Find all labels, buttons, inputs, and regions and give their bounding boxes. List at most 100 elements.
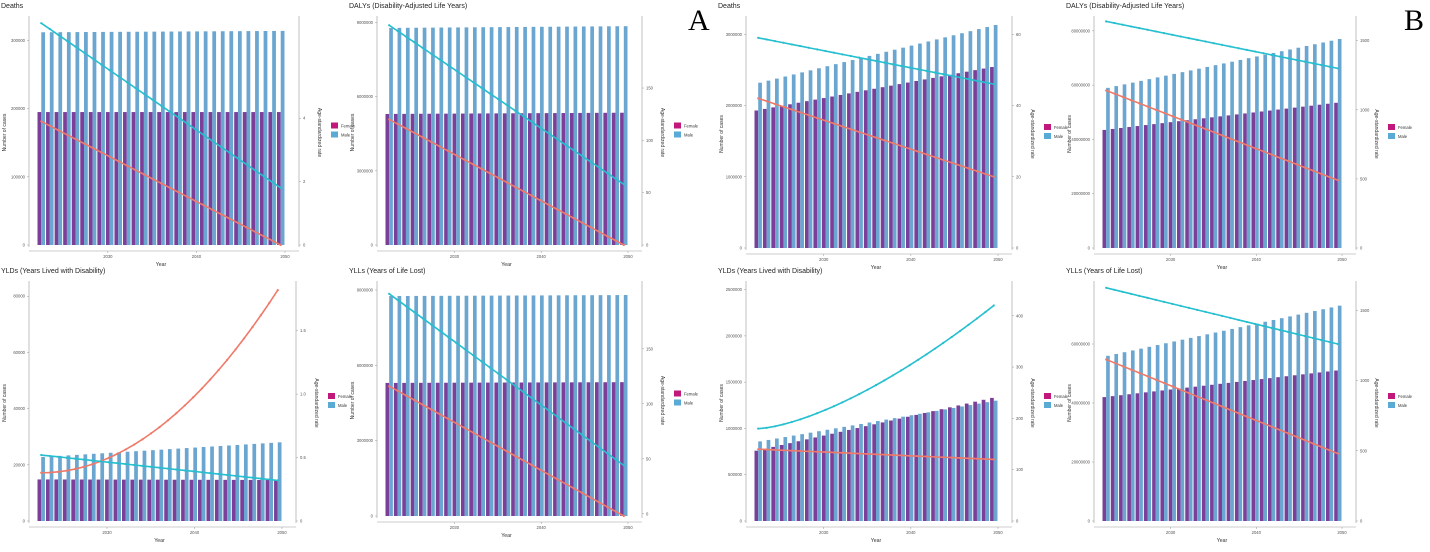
bar-female-2041 [198,479,202,521]
bar-male-2026 [791,74,796,249]
point-female-2045 [950,456,953,459]
y2-tick-label: 1500 [1360,308,1370,313]
legend-label-female: Female [1398,394,1413,399]
bar-male-2032 [842,62,847,249]
point-female-2050 [1336,179,1339,182]
point-female-2029 [1162,111,1166,115]
point-male-2027 [1146,28,1149,31]
y-tick-label: 100000 [11,174,26,179]
point-male-2040 [908,364,911,367]
point-male-2045 [1295,332,1298,336]
bar-male-2022 [41,456,45,521]
bar-male-2029 [447,295,452,516]
y2-tick-label: 300 [1016,365,1024,370]
bar-female-2038 [889,85,893,249]
point-male-2024 [773,425,777,428]
legend-swatch-female [328,393,335,399]
point-female-2030 [455,422,458,425]
bar-female-2030 [1168,389,1173,521]
bar-female-2037 [880,87,885,248]
bar-female-2033 [847,429,851,521]
bar-female-2028 [435,113,440,245]
bar-female-2048 [603,382,608,516]
bar-male-2048 [976,29,981,248]
point-female-2037 [513,185,516,188]
bar-male-2024 [775,78,779,248]
point-female-2028 [90,463,94,466]
bar-male-2032 [472,295,477,516]
x-axis-title: Year [156,262,167,268]
bar-female-2043 [214,479,219,521]
bar-male-2022 [1106,87,1110,248]
bar-male-2033 [1197,68,1201,248]
bar-female-2031 [460,382,465,516]
bar-female-2031 [460,113,465,245]
y2-tick-label: 150 [646,346,654,351]
point-male-2039 [185,122,188,125]
bar-female-2043 [1276,377,1280,521]
legend-swatch-male [1388,402,1395,408]
y2-tick-label: 50 [646,456,651,461]
point-male-2034 [858,393,861,396]
point-female-2029 [446,149,449,152]
point-female-2036 [874,136,878,139]
bar-female-2042 [553,113,557,245]
point-female-2048 [605,505,609,508]
bar-male-2023 [1114,354,1119,521]
point-female-2039 [900,454,903,457]
point-female-2031 [1179,118,1182,121]
point-male-2042 [925,69,928,72]
x-tick-label: 2040 [1252,530,1262,535]
point-male-2049 [268,478,271,481]
point-female-2027 [82,465,85,469]
bar-female-2025 [62,479,67,521]
point-female-2029 [816,116,819,120]
y2-tick-label: 400 [1016,313,1024,318]
point-male-2050 [992,83,995,86]
point-female-2029 [100,151,103,154]
point-male-2044 [1287,330,1290,334]
legend-swatch-female [674,122,681,129]
bar-female-2034 [1201,385,1206,521]
bar-male-2025 [414,27,419,246]
point-male-2023 [1113,288,1116,291]
point-female-2027 [799,449,802,453]
legend-label-male: Male [1398,134,1408,139]
x-axis-title: Year [1217,265,1228,271]
bar-male-2028 [439,295,444,516]
point-female-2026 [421,136,424,139]
bar-male-2044 [1288,316,1292,521]
point-female-2043 [564,482,567,485]
bar-male-2050 [1337,305,1342,521]
bar-female-2025 [779,105,784,248]
x-tick-label: 2050 [623,525,633,530]
bar-female-2041 [914,81,919,248]
point-male-2040 [538,403,542,406]
bar-female-2026 [1135,393,1140,521]
chart-4: DALYs (Disability-Adjusted Life Years) 0 2… [1066,3,1413,271]
point-female-2043 [564,212,567,215]
bar-female-2050 [276,112,281,245]
point-male-2030 [1171,302,1174,305]
point-female-2048 [259,314,262,317]
point-female-2042 [925,153,928,156]
x-tick-label: 2030 [103,254,113,259]
bar-female-2049 [981,68,986,248]
bar-female-2050 [620,112,624,245]
bar-female-2046 [242,112,247,245]
bar-male-2038 [523,295,527,516]
point-female-2036 [874,453,878,456]
y-tick-label: 3000000 [357,168,374,173]
bar-male-2022 [758,82,762,248]
bar-female-2038 [1234,381,1239,521]
bar-male-2037 [884,419,889,521]
bar-female-2030 [821,98,826,248]
bar-female-2050 [1334,102,1338,248]
bar-male-2028 [92,31,97,246]
point-female-2037 [166,419,170,422]
point-male-2026 [73,457,77,460]
point-female-2045 [234,348,237,351]
point-male-2022 [757,36,760,39]
point-female-2034 [488,172,491,175]
point-male-2048 [262,175,265,178]
